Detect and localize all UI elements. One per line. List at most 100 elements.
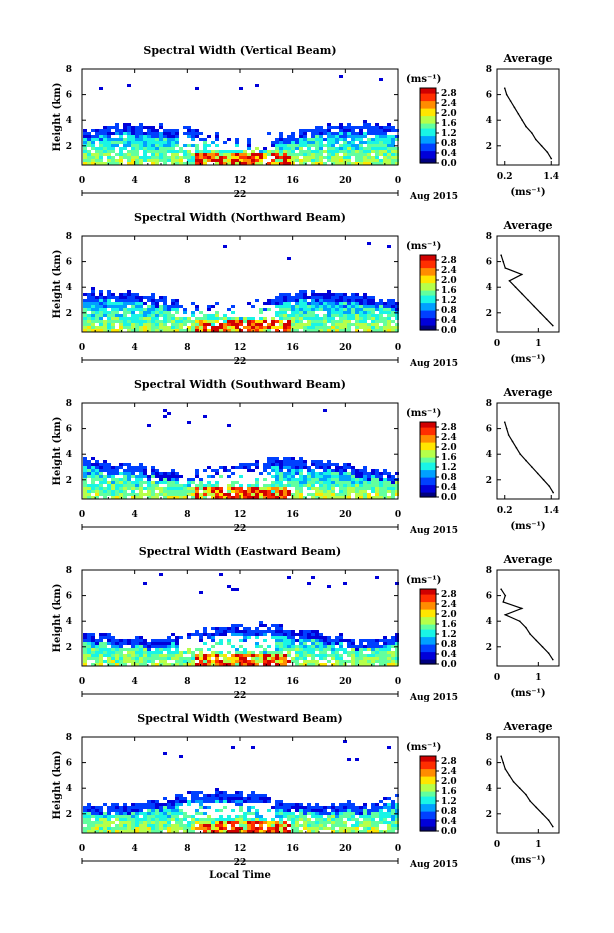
heatmap-cell: [179, 803, 183, 806]
heatmap-cell: [351, 314, 355, 317]
colorbar-segment: [420, 798, 436, 802]
heatmap-cell: [279, 827, 283, 830]
heatmap-cell: [371, 469, 375, 472]
heatmap-cell: [215, 320, 219, 323]
heatmap-cell: [379, 806, 383, 809]
heatmap-cell: [379, 663, 383, 666]
colorbar-segment: [420, 636, 436, 640]
heatmap-cell: [287, 654, 291, 657]
profile-point: [503, 421, 506, 424]
heatmap-cell: [395, 633, 399, 636]
heatmap-cell: [139, 126, 143, 129]
heatmap-cell: [235, 329, 239, 332]
heatmap-cell: [147, 314, 151, 317]
heatmap-cell: [335, 150, 339, 153]
heatmap-cell: [107, 809, 111, 812]
heatmap-cell: [379, 141, 383, 144]
heatmap-cell: [91, 144, 95, 147]
y-axis-label: Height (km): [52, 250, 63, 319]
colorbar-segment: [420, 110, 436, 114]
heatmap-cell: [191, 827, 195, 830]
heatmap-cell: [187, 824, 191, 827]
heatmap-cell: [203, 800, 207, 803]
heatmap-cell: [375, 469, 379, 472]
heatmap-cell: [235, 156, 239, 159]
colorbar-segment: [420, 482, 436, 486]
heatmap-cell: [207, 657, 211, 660]
heatmap-cell: [363, 320, 367, 323]
heatmap-cell: [303, 305, 307, 308]
heatmap-cell: [119, 302, 123, 305]
profile-x-label: (ms⁻¹): [510, 855, 545, 866]
heatmap-cell: [211, 156, 215, 159]
heatmap-cell: [119, 472, 123, 475]
heatmap-cell: [347, 129, 351, 132]
colorbar-tick-label: 0.4: [441, 650, 457, 660]
heatmap-cell: [151, 663, 155, 666]
heatmap-cell: [291, 144, 295, 147]
heatmap-cell: [311, 472, 315, 475]
heatmap-cell: [387, 141, 391, 144]
heatmap-cell: [295, 463, 299, 466]
heatmap-cell: [255, 496, 259, 499]
heatmap-cell: [295, 138, 299, 141]
heatmap-cell: [335, 639, 339, 642]
heatmap-cell: [327, 150, 331, 153]
heatmap-cell: [327, 484, 331, 487]
heatmap-cell: [323, 642, 327, 645]
heatmap-cell: [267, 830, 271, 833]
heatmap-cell: [263, 463, 267, 466]
heatmap-cell: [323, 496, 327, 499]
heatmap-cell: [123, 803, 127, 806]
heatmap-cell: [355, 311, 359, 314]
heatmap-cell: [391, 126, 395, 129]
heatmap-cell: [251, 746, 255, 749]
heatmap-cell: [379, 484, 383, 487]
heatmap-cell: [367, 654, 371, 657]
heatmap-cell: [183, 800, 187, 803]
heatmap-cell: [203, 824, 207, 827]
heatmap-cell: [99, 827, 103, 830]
heatmap-cell: [363, 493, 367, 496]
heatmap-cell: [371, 311, 375, 314]
heatmap-cell: [251, 654, 255, 657]
heatmap-cell: [99, 639, 103, 642]
heatmap-cell: [343, 308, 347, 311]
colorbar-segment: [420, 614, 436, 618]
heatmap-cell: [175, 135, 179, 138]
heatmap-cell: [311, 329, 315, 332]
colorbar-segment: [420, 469, 436, 473]
heatmap-cell: [295, 314, 299, 317]
heatmap-cell: [83, 660, 87, 663]
colorbar-segment: [420, 280, 436, 284]
colorbar-segment: [420, 599, 436, 603]
heatmap-cell: [151, 329, 155, 332]
profile-title: Average: [502, 386, 552, 399]
heatmap-cell: [355, 496, 359, 499]
heatmap-cell: [371, 657, 375, 660]
heatmap-cell: [215, 132, 219, 135]
heatmap-cell: [223, 469, 227, 472]
heatmap-cell: [251, 827, 255, 830]
heatmap-cell: [363, 123, 367, 126]
colorbar-segment: [420, 761, 436, 765]
heatmap-cell: [339, 296, 343, 299]
heatmap-cell: [327, 135, 331, 138]
heatmap-cell: [379, 132, 383, 135]
heatmap-cell: [311, 576, 315, 579]
heatmap-cell: [91, 159, 95, 162]
heatmap-cell: [131, 821, 135, 824]
heatmap-cell: [267, 463, 271, 466]
heatmap-cell: [219, 639, 223, 642]
heatmap-cell: [359, 642, 363, 645]
colorbar-segment: [420, 302, 436, 306]
heatmap-cell: [303, 129, 307, 132]
heatmap-cell: [227, 585, 231, 588]
heatmap-cell: [115, 317, 119, 320]
heatmap-cell: [367, 150, 371, 153]
heatmap-cell: [391, 329, 395, 332]
heatmap-cell: [295, 633, 299, 636]
heatmap-cell: [103, 660, 107, 663]
heatmap-cell: [119, 323, 123, 326]
heatmap-cell: [155, 648, 159, 651]
